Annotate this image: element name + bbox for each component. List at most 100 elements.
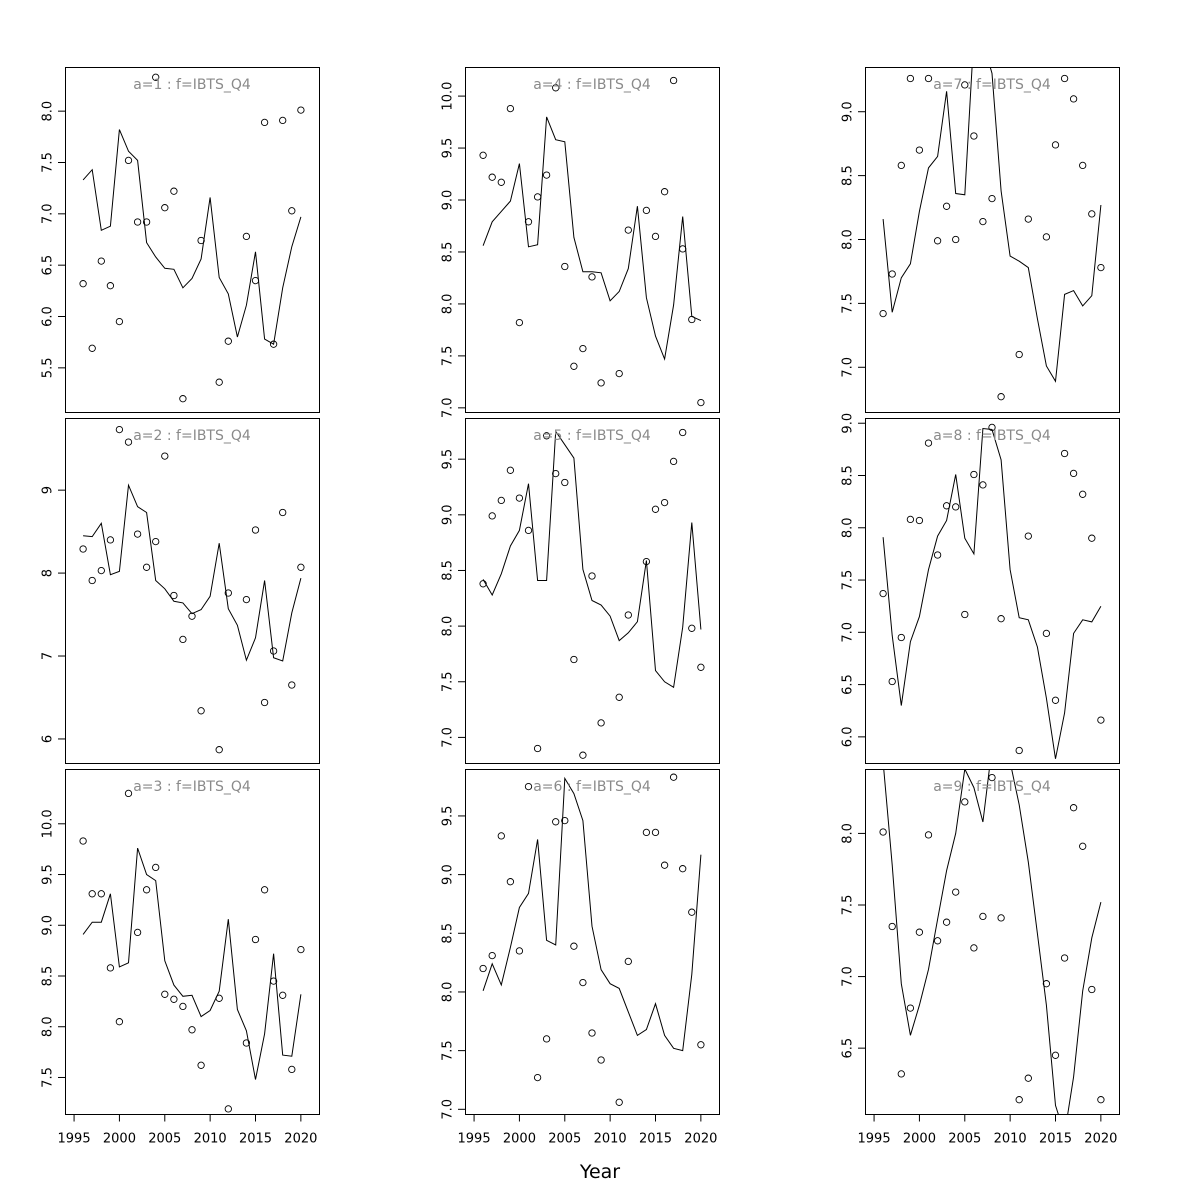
observed-point (479, 964, 487, 973)
observed-point (588, 1029, 596, 1037)
observed-point (615, 369, 623, 378)
observed-point (906, 515, 915, 524)
observed-point (1015, 350, 1023, 359)
observed-point (179, 1002, 187, 1011)
observed-point (988, 194, 996, 203)
observed-point (497, 832, 505, 840)
observed-point (552, 84, 560, 92)
observed-point (488, 951, 496, 960)
y-tick-label: 8.5 (441, 560, 456, 581)
observed-point (1097, 1096, 1105, 1104)
observed-point (269, 977, 278, 985)
observed-point (642, 206, 651, 215)
y-tick-label: 8.0 (441, 982, 456, 1003)
x-tick-label: 1995 (858, 1132, 891, 1147)
observed-point (524, 218, 533, 226)
observed-point (197, 236, 205, 245)
y-tick-label: 9.0 (441, 190, 456, 211)
observed-point (1024, 1074, 1032, 1082)
observed-point (224, 589, 232, 597)
observed-point (479, 151, 487, 159)
observed-point (942, 502, 951, 510)
observed-point (688, 315, 696, 324)
observed-point (124, 438, 133, 446)
observed-point (1097, 716, 1105, 724)
observed-point (488, 173, 496, 181)
observed-point (197, 707, 205, 715)
panel-frame (865, 769, 1120, 1115)
observed-point (651, 505, 660, 513)
observed-point (897, 1070, 905, 1078)
y-tick-label: 7 (41, 652, 56, 660)
observed-point (170, 995, 178, 1003)
observed-point (1079, 161, 1087, 170)
observed-point (924, 74, 933, 83)
observed-point (679, 245, 687, 253)
panel-7: a=7 : f=IBTS_Q4 7.0 7.5 8.0 8.5 9.0 (841, 67, 1120, 413)
observed-point (533, 1073, 542, 1082)
observed-point (288, 207, 296, 215)
observed-point (970, 132, 978, 140)
panel-plot-area (479, 773, 705, 1106)
observed-point (515, 494, 524, 502)
observed-point (915, 928, 924, 936)
observed-point (251, 935, 260, 944)
observed-point (124, 156, 133, 165)
observed-point (533, 744, 542, 753)
observed-point (561, 478, 569, 487)
observed-point (961, 798, 969, 806)
y-tick-label: 8.0 (41, 1016, 56, 1037)
observed-point (1088, 534, 1096, 542)
observed-point (997, 914, 1005, 922)
observed-point (988, 423, 996, 432)
observed-point (1015, 1096, 1023, 1104)
y-tick-label: 7.0 (841, 357, 856, 378)
observed-point (297, 563, 305, 571)
observed-point (106, 282, 115, 290)
observed-point (142, 563, 151, 571)
y-tick-label: 8.0 (441, 294, 456, 315)
observed-point (260, 886, 269, 894)
observed-point (588, 273, 596, 281)
observed-point (1069, 95, 1078, 103)
observed-point (88, 576, 96, 585)
y-tick-label: 7.0 (841, 966, 856, 987)
panel-title: a=3 : f=IBTS_Q4 (133, 779, 251, 795)
fitted-line (482, 429, 702, 689)
fitted-line (482, 776, 702, 1052)
observed-point (133, 928, 142, 937)
x-tick-label: 2000 (103, 1132, 136, 1147)
observed-point (561, 262, 569, 271)
panel-9: a=9 : f=IBTS_Q4 6.5 7.0 7.5 8.0 1995 2000 2005 2… (841, 769, 1120, 1147)
observed-point (933, 551, 942, 559)
panel-title: a=7 : f=IBTS_Q4 (933, 77, 1051, 93)
panel-title: a=4 : f=IBTS_Q4 (533, 77, 651, 93)
observed-point (660, 861, 669, 869)
y-tick-label: 8.0 (841, 823, 856, 844)
panel-8: a=8 : f=IBTS_Q4 6.0 6.5 7.0 7.5 8.0 8.5 9.0 (841, 413, 1120, 764)
x-tick-label: 2015 (239, 1132, 272, 1147)
fitted-line (882, 67, 1102, 383)
observed-point (615, 693, 623, 701)
observed-point (624, 226, 632, 234)
fitted-line (883, 769, 1102, 1114)
y-tick-label: 7.5 (841, 293, 856, 314)
x-tick-label: 2010 (194, 1132, 227, 1147)
observed-point (124, 789, 133, 798)
y-tick-label: 10.0 (441, 82, 456, 111)
observed-point (97, 566, 105, 575)
panel-frame (465, 67, 720, 413)
observed-point (942, 202, 951, 210)
observed-point (942, 918, 951, 926)
y-tick-label: 8.0 (441, 616, 456, 637)
observed-point (515, 318, 524, 327)
observed-point (597, 719, 605, 727)
x-tick-label: 2015 (639, 1132, 672, 1147)
observed-point (488, 512, 496, 520)
observed-point (970, 944, 978, 952)
observed-point (970, 470, 978, 479)
observed-point (697, 1041, 705, 1049)
observed-point (242, 1039, 251, 1047)
y-tick-label: 9.0 (441, 864, 456, 885)
y-tick-label: 9 (41, 486, 56, 494)
